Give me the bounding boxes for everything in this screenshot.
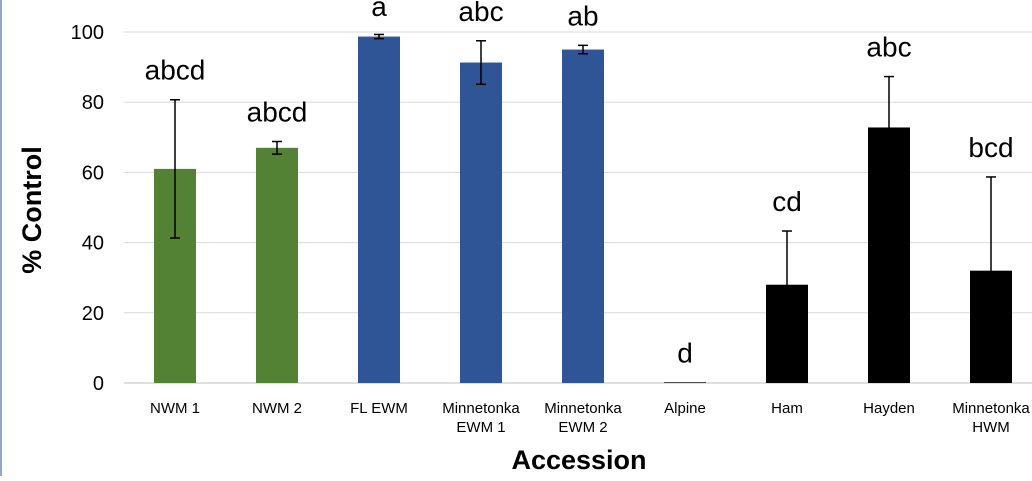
x-tick-label: EWM 1 [456,419,505,436]
y-tick-label: 60 [82,162,104,184]
significance-letter: d [677,337,693,368]
significance-letter: abcd [145,55,206,86]
x-tick-label: HWM [972,419,1010,436]
x-axis-title: Accession [511,445,646,475]
y-tick-label: 20 [82,303,104,325]
significance-letter: abc [458,0,503,27]
significance-letter: a [371,0,387,22]
x-tick-label: NWM 1 [150,400,200,417]
x-tick-label: NWM 2 [252,400,302,417]
bar [358,36,400,384]
y-tick-labels: 0 20 40 60 80 100 [71,22,104,395]
y-tick-label: 80 [82,92,104,114]
frame-border [0,0,2,476]
y-tick-label: 100 [71,22,104,44]
x-tick-label: Ham [771,400,803,417]
significance-letters: abcd abcd a abc ab d cd abc bcd [145,0,1014,368]
significance-letter: ab [567,0,598,31]
y-tick-label: 0 [93,373,104,395]
bars [154,36,1012,384]
x-tick-label: Hayden [863,400,915,417]
significance-letter: bcd [968,132,1013,163]
y-axis-title: % Control [17,146,47,274]
bar [460,62,502,384]
x-tick-label: EWM 2 [558,419,607,436]
significance-letter: cd [772,186,802,217]
x-tick-label: Alpine [664,400,706,417]
bar [256,147,298,383]
x-tick-labels: NWM 1 NWM 2 FL EWM Minnetonka EWM 1 Minnetonk… [150,400,1030,436]
y-tick-label: 40 [82,233,104,255]
x-tick-label: Minnetonka [442,400,520,417]
x-tick-label: Minnetonka [544,400,622,417]
bar [562,49,604,384]
x-tick-label: FL EWM [350,400,408,417]
error-bars [170,33,996,366]
significance-letter: abcd [247,97,308,128]
bar [664,382,706,383]
significance-letter: abc [866,32,911,63]
x-tick-label: Minnetonka [952,400,1030,417]
